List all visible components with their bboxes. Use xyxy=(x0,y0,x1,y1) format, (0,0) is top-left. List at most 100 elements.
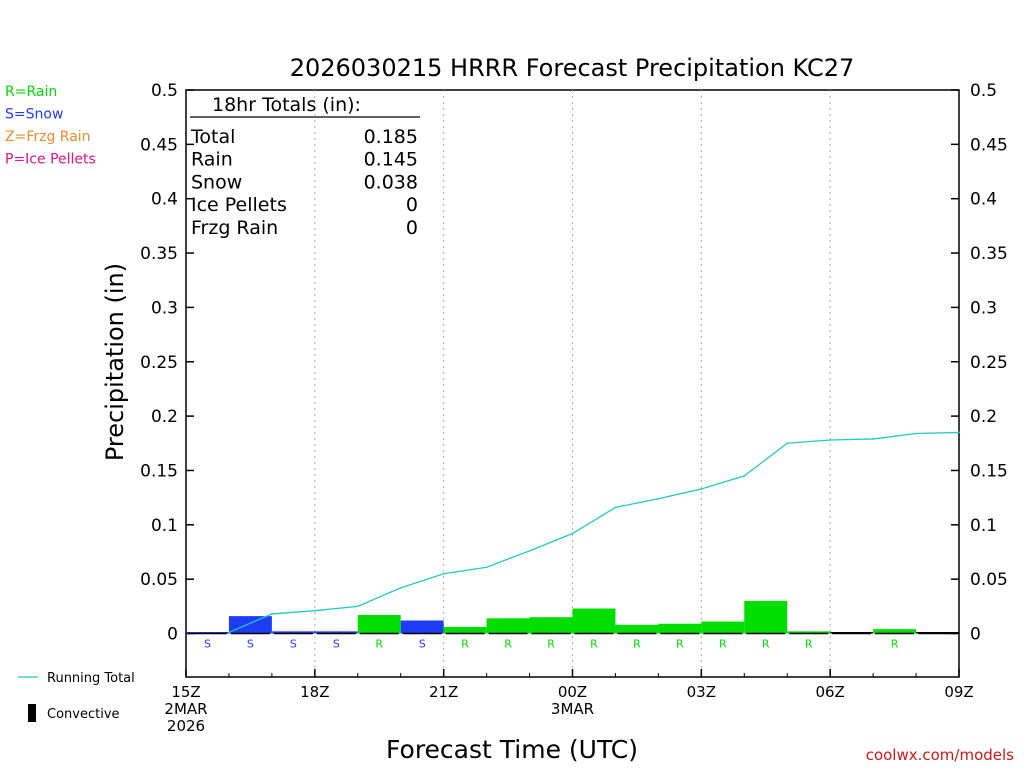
precip-bar xyxy=(744,600,788,634)
precip-type-label: S xyxy=(419,638,426,651)
y-tick-label-right: 0.2 xyxy=(970,407,997,427)
y-tick-label-right: 0.4 xyxy=(970,190,997,210)
legend-type-p: P=Ice Pellets xyxy=(5,152,96,168)
y-tick-label-left: 0.15 xyxy=(140,461,178,481)
y-tick-label-right: 0.3 xyxy=(970,298,997,318)
precip-type-label: R xyxy=(676,638,684,651)
precip-bar xyxy=(271,631,315,634)
precip-bar xyxy=(658,623,702,634)
running-total-point xyxy=(829,439,831,441)
precip-type-label: R xyxy=(891,638,899,651)
precip-bar xyxy=(873,629,917,634)
chart-title: 2026030215 HRRR Forecast Precipitation K… xyxy=(290,54,855,82)
precip-bar xyxy=(443,626,487,634)
x-tick-label: 3MAR xyxy=(551,700,594,718)
y-tick-label-right: 0 xyxy=(970,625,981,645)
running-total-point xyxy=(271,613,273,615)
precip-bar xyxy=(486,618,530,634)
totals-row-label: Ice Pellets xyxy=(191,194,287,216)
x-tick-label: 15Z xyxy=(171,683,200,701)
x-tick-label: 03Z xyxy=(687,683,716,701)
y-tick-label-right: 0.05 xyxy=(970,570,1008,590)
precip-type-label: R xyxy=(461,638,469,651)
x-tick-label: 00Z xyxy=(558,683,587,701)
precip-bar xyxy=(314,631,358,634)
running-total-point xyxy=(399,587,402,589)
totals-row-value: 0.185 xyxy=(364,126,418,148)
precip-bar xyxy=(572,608,616,634)
precip-type-label: R xyxy=(805,638,813,651)
y-tick-label-left: 0.25 xyxy=(140,353,178,373)
y-tick-label-left: 0.4 xyxy=(151,190,178,210)
precip-type-label: R xyxy=(375,638,383,651)
y-tick-label-right: 0.15 xyxy=(970,461,1008,481)
y-tick-label-left: 0.45 xyxy=(140,135,178,155)
y-tick-label-right: 0.5 xyxy=(970,81,997,101)
running-total-point xyxy=(657,497,660,500)
running-total-point xyxy=(958,431,960,434)
precip-type-label: R xyxy=(762,638,770,651)
y-tick-label-left: 0.1 xyxy=(151,516,178,536)
plot-layer: 0 00.05 0.050.1 0.10.15 0.150.2 0.20.25 0.250.… xyxy=(5,81,1008,735)
precip-type-label: R xyxy=(590,638,598,651)
totals-heading: 18hr Totals (in): xyxy=(212,94,361,116)
legend-type-z: Z=Frzg Rain xyxy=(5,129,91,145)
running-total-point xyxy=(872,438,874,440)
precip-bar xyxy=(529,617,573,634)
x-tick-label: 06Z xyxy=(815,683,844,701)
running-total-point xyxy=(528,550,531,552)
precip-bar xyxy=(701,621,745,634)
precip-type-label: R xyxy=(719,638,727,651)
totals-row-label: Rain xyxy=(191,149,233,171)
totals-row-value: 0 xyxy=(406,217,418,239)
legend-running-total-label: Running Total xyxy=(47,671,135,686)
running-total-point xyxy=(356,605,359,608)
precip-type-label: R xyxy=(633,638,641,651)
totals-row-label: Frzg Rain xyxy=(191,217,278,239)
running-total-point xyxy=(614,506,617,509)
precip-bar xyxy=(400,620,444,634)
y-tick-label-left: 0.05 xyxy=(140,570,178,590)
running-total-point xyxy=(485,566,488,569)
precip-type-label: S xyxy=(290,638,297,651)
running-total-point xyxy=(700,488,703,490)
precip-bar xyxy=(615,624,659,634)
precip-bar xyxy=(228,616,272,634)
x-tick-label: 18Z xyxy=(300,683,329,701)
y-tick-label-right: 0.1 xyxy=(970,516,997,536)
x-tick-label: 09Z xyxy=(944,683,973,701)
y-tick-label-right: 0.35 xyxy=(970,244,1008,264)
y-tick-label-right: 0.25 xyxy=(970,353,1008,373)
precip-type-label: R xyxy=(547,638,555,651)
precip-bar xyxy=(787,631,831,634)
y-tick-label-left: 0.3 xyxy=(151,298,178,318)
running-total-point xyxy=(314,609,316,612)
x-tick-label: 2026 xyxy=(167,717,205,735)
totals-row-label: Snow xyxy=(191,171,242,193)
legend-convective-label: Convective xyxy=(47,707,120,722)
running-total-point xyxy=(442,572,445,575)
legend-type-s: S=Snow xyxy=(5,107,63,123)
running-total-line xyxy=(228,431,960,634)
running-total-point xyxy=(786,442,789,445)
precip-type-label: R xyxy=(504,638,512,651)
totals-row-value: 0 xyxy=(406,194,418,216)
running-total-point xyxy=(571,532,574,535)
x-tick-label: 21Z xyxy=(429,683,458,701)
totals-row-label: Total xyxy=(190,126,235,148)
precip-type-label: S xyxy=(247,638,254,651)
credit-text: coolwx.com/models xyxy=(866,746,1014,764)
x-axis-label: Forecast Time (UTC) xyxy=(386,735,638,764)
y-tick-label-left: 0.35 xyxy=(140,244,178,264)
running-total-point xyxy=(743,475,746,477)
totals-row-value: 0.145 xyxy=(364,149,418,171)
precip-type-label: S xyxy=(333,638,340,651)
legend-convective-swatch xyxy=(28,704,36,722)
y-tick-label-right: 0.45 xyxy=(970,135,1008,155)
running-total-point xyxy=(915,432,917,435)
y-tick-label-left: 0.5 xyxy=(151,81,178,101)
running-total-point xyxy=(228,631,230,634)
y-tick-label-left: 0.2 xyxy=(151,407,178,427)
precip-type-label: S xyxy=(204,638,211,651)
